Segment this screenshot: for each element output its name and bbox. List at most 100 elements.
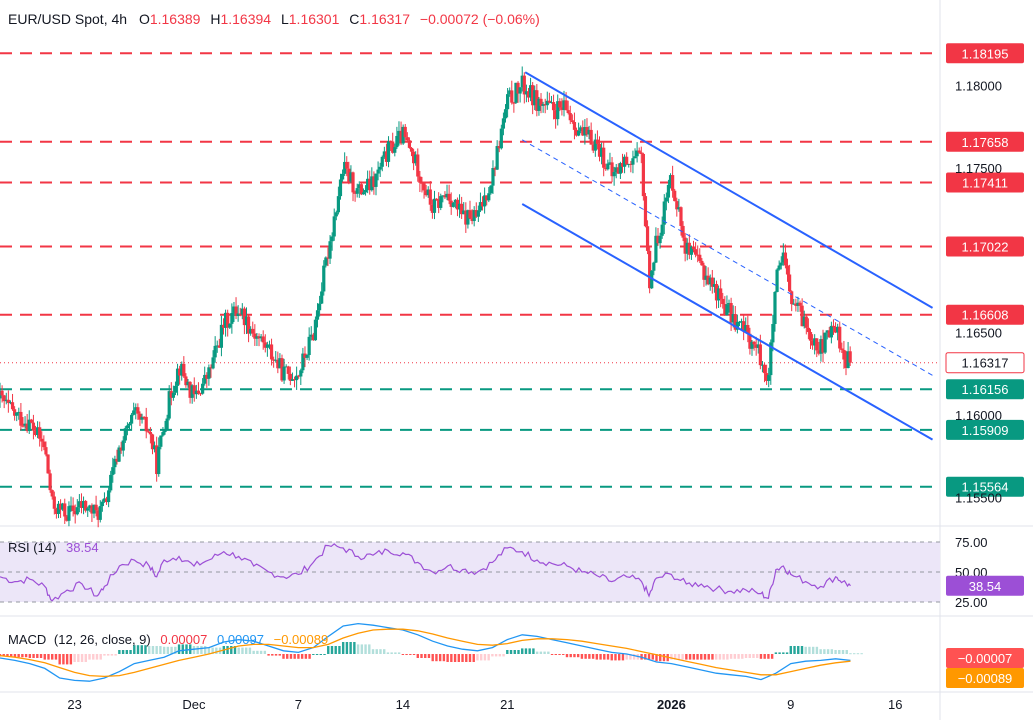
macd-histogram-bar xyxy=(416,654,419,658)
macd-histogram-bar xyxy=(319,654,322,655)
candle-body xyxy=(698,254,702,261)
price-axis[interactable]: 1.18195 1.17658 1.17411 1.17022 1.16608 1.161… xyxy=(945,43,1025,688)
candle-body xyxy=(58,503,63,510)
candle-body xyxy=(700,260,704,266)
candle-body xyxy=(602,147,606,168)
candle-body xyxy=(520,75,524,88)
rsi-value-label: 38.54 xyxy=(969,579,1002,594)
macd-histogram-bar xyxy=(166,646,170,654)
rsi-title: RSI (14) xyxy=(8,540,56,555)
candle-body xyxy=(760,364,765,366)
macd-histogram-bar xyxy=(826,649,830,654)
time-axis[interactable]: 23 Dec 7 14 21 2026 9 16 xyxy=(0,691,1033,712)
candle-body xyxy=(175,368,180,386)
level-label-box xyxy=(946,304,1024,325)
candle-body xyxy=(29,419,33,423)
candle-body xyxy=(516,82,520,94)
macd-histogram-bar xyxy=(733,654,737,659)
macd-histogram-bar xyxy=(162,646,166,654)
channel-mid-line[interactable] xyxy=(521,139,933,376)
candle-body xyxy=(186,381,190,386)
candle-body xyxy=(466,210,470,225)
macd-histogram-bar xyxy=(405,654,408,655)
candle-body xyxy=(706,275,710,285)
candle-body xyxy=(654,235,658,263)
candle-body xyxy=(152,445,157,450)
level-label: 1.17411 xyxy=(962,175,1008,190)
macd-histogram-bar xyxy=(73,654,76,662)
macd-histogram-bar xyxy=(748,654,751,658)
macd-histogram-bar xyxy=(409,654,412,655)
macd-histogram-bar xyxy=(673,654,677,660)
candle-body xyxy=(762,364,767,374)
channel-lower-line[interactable] xyxy=(521,203,934,441)
macd-histogram-bar xyxy=(606,654,610,660)
candle-body xyxy=(664,197,668,202)
candle-body xyxy=(17,411,21,413)
macd-histogram-bar xyxy=(662,654,666,662)
macd-histogram-bar xyxy=(289,654,293,659)
candle-body xyxy=(564,100,568,111)
macd-histogram-bar xyxy=(457,654,461,662)
candle-body xyxy=(119,447,123,451)
macd-histogram-bar xyxy=(793,646,796,654)
macd-histogram-bar xyxy=(51,654,54,660)
candle-body xyxy=(132,410,136,415)
macd-histogram-bar xyxy=(729,654,733,659)
candle-body xyxy=(827,330,831,338)
candle-body xyxy=(180,363,184,376)
candle-body xyxy=(570,120,574,123)
macd-histogram-bar xyxy=(32,654,35,658)
candle-body xyxy=(115,458,119,462)
macd-histogram-bar xyxy=(468,654,472,662)
candle-body xyxy=(712,283,716,287)
candle-body xyxy=(788,274,792,292)
candle-body xyxy=(230,312,234,324)
macd-histogram-bar xyxy=(151,646,155,654)
candle-body xyxy=(620,163,625,167)
candle-body xyxy=(585,127,589,135)
candle-body xyxy=(604,167,608,170)
macd-histogram-bar xyxy=(711,654,714,660)
candle-body xyxy=(432,198,437,213)
macd-histogram-bar xyxy=(334,646,337,654)
candle-body xyxy=(42,441,46,448)
candle-body xyxy=(737,321,742,323)
candle-body xyxy=(648,250,652,289)
macd-histogram-bar xyxy=(424,654,427,658)
candle-body xyxy=(840,348,844,350)
macd-histogram-bar xyxy=(576,654,580,658)
macd-histogram-bar xyxy=(140,645,143,654)
macd-histogram-bar xyxy=(860,653,863,655)
candle-body xyxy=(65,516,69,521)
channel-upper-line[interactable] xyxy=(524,71,934,309)
macd-histogram-bar xyxy=(390,652,393,654)
candle-body xyxy=(215,345,219,347)
candle-body xyxy=(161,432,165,436)
macd-histogram-bar xyxy=(618,654,621,661)
candle-body xyxy=(831,325,836,327)
candle-body xyxy=(597,143,602,157)
candle-body xyxy=(305,355,309,358)
macd-histogram-bar xyxy=(655,654,658,662)
candle-body xyxy=(284,366,288,368)
current-price-label: 1.16317 xyxy=(962,356,1009,371)
candle-body xyxy=(618,163,622,174)
macd-histogram-bar xyxy=(233,646,237,654)
legend-low-label: L xyxy=(281,11,289,27)
candle-body xyxy=(146,431,150,433)
candle-body xyxy=(823,332,827,353)
macd-histogram-bar xyxy=(386,652,390,654)
candle-body xyxy=(309,334,313,337)
candle-body xyxy=(719,288,723,299)
candle-body xyxy=(232,306,236,313)
candle-body xyxy=(173,385,178,393)
candle-body xyxy=(708,277,712,285)
candle-body xyxy=(645,226,650,251)
candle-body xyxy=(98,506,102,520)
candle-body xyxy=(537,98,541,111)
candle-body xyxy=(201,383,205,394)
channel-lines[interactable] xyxy=(521,71,934,441)
candle-body xyxy=(696,254,700,256)
